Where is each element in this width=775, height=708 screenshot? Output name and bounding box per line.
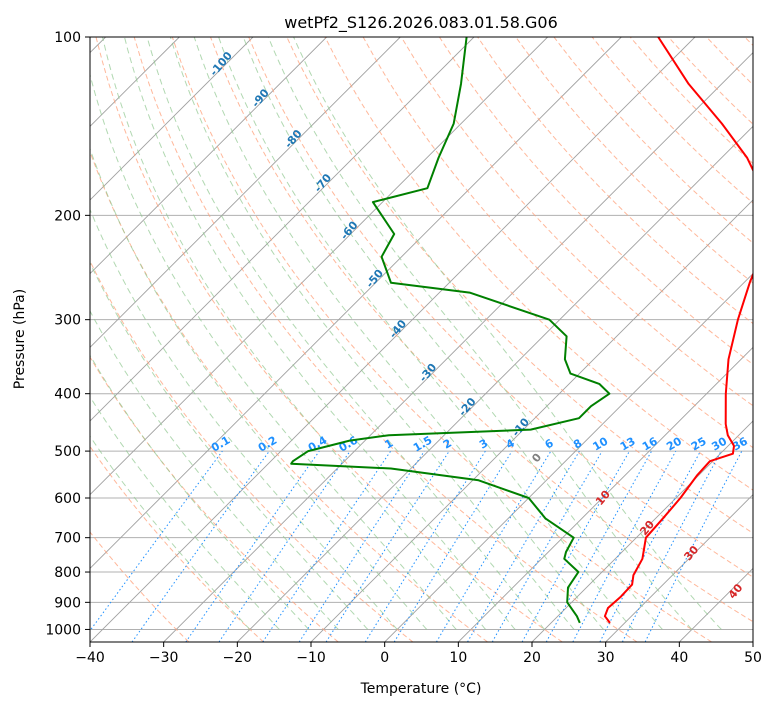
x-tick-label: 50 xyxy=(744,650,762,666)
dry-adiabat xyxy=(324,37,753,491)
y-tick-label: 200 xyxy=(54,208,81,224)
moist-adiabat xyxy=(90,354,310,630)
moist-adiabat xyxy=(90,147,428,630)
isotherm-line xyxy=(90,37,254,201)
x-tick-label: −40 xyxy=(75,650,105,666)
x-axis-label: Temperature (°C) xyxy=(360,681,482,697)
x-tick-label: 40 xyxy=(670,650,688,666)
dewpoint-profile-line xyxy=(290,37,611,624)
isotherm-line xyxy=(384,273,753,642)
y-tick-label: 500 xyxy=(54,444,81,460)
temperature-profile-line xyxy=(603,37,753,624)
dry-adiabat xyxy=(90,531,190,642)
y-tick-label: 1000 xyxy=(45,622,81,638)
mixing-ratio-line xyxy=(262,450,392,642)
dry-adiabat xyxy=(95,37,563,642)
isotherm-line xyxy=(90,37,401,348)
moist-adiabat xyxy=(169,37,575,630)
isotherm-line xyxy=(90,37,696,642)
mixing-ratio-line xyxy=(393,450,513,642)
moist-adiabats xyxy=(90,37,722,630)
x-tick-label: 0 xyxy=(380,650,389,666)
y-tick-label: 700 xyxy=(54,531,81,547)
chart-title: wetPf2_S126.2026.083.01.58.G06 xyxy=(284,13,558,33)
y-tick-label: 800 xyxy=(54,565,81,581)
isotherm-line xyxy=(458,346,753,642)
mixing-ratio-line xyxy=(644,450,743,642)
y-tick-label: 900 xyxy=(54,595,81,611)
isotherm-line xyxy=(605,494,753,642)
moist-adiabat xyxy=(90,395,280,630)
dry-adiabat xyxy=(400,37,753,407)
dry-adiabat xyxy=(438,37,753,366)
moist-adiabat xyxy=(102,37,486,630)
y-tick-label: 300 xyxy=(54,313,81,329)
x-tick-label: −20 xyxy=(223,650,253,666)
dry-adiabat xyxy=(133,37,638,642)
mixing-ratio-line xyxy=(90,450,223,632)
moist-adiabat xyxy=(293,37,722,630)
x-tick-label: −10 xyxy=(296,650,326,666)
x-tick-label: 10 xyxy=(449,650,467,666)
moist-adiabat xyxy=(124,37,516,630)
isotherm-line xyxy=(237,125,753,642)
isotherm-line xyxy=(90,37,475,422)
mixing-ratio-line xyxy=(545,450,653,642)
x-tick-label: 20 xyxy=(523,650,541,666)
mixing-ratio-line xyxy=(298,450,425,642)
moist-adiabat xyxy=(193,37,604,630)
mixing-ratio-line xyxy=(325,450,450,642)
dry-adiabat xyxy=(90,259,414,642)
moist-adiabat xyxy=(218,37,634,630)
mixing-ratio-line xyxy=(185,450,320,642)
isotherm-line xyxy=(90,37,622,569)
y-tick-label: 600 xyxy=(54,491,81,507)
mixing-ratio-lines xyxy=(90,450,743,642)
mixing-ratio-line xyxy=(218,450,351,642)
y-axis-label: Pressure (hPa) xyxy=(12,289,28,389)
x-axis-ticks: −40 −30 −20 −10 0 10 20 30 40 50 xyxy=(75,642,762,666)
dry-adiabat xyxy=(90,356,339,642)
moist-adiabat xyxy=(146,37,545,630)
moist-adiabat xyxy=(242,37,663,630)
isotherm-line xyxy=(90,37,327,275)
x-tick-label: 30 xyxy=(597,650,615,666)
x-tick-label: −30 xyxy=(149,650,179,666)
y-tick-label: 100 xyxy=(54,30,81,46)
dry-adiabat xyxy=(90,445,264,642)
mixing-ratio-line xyxy=(521,450,630,642)
dry-adiabat xyxy=(248,37,753,578)
y-tick-label: 400 xyxy=(54,387,81,403)
isotherm-line xyxy=(531,420,753,642)
plot-frame xyxy=(89,36,754,643)
plot-area: 0.1 0.2 0.4 0.6 1 1.5 2 3 4 6 8 10 13 16 20 25 30 36-100-… xyxy=(90,37,753,642)
dry-adiabat xyxy=(90,150,488,642)
mixing-ratio-line xyxy=(572,450,677,642)
isotherm-grid xyxy=(90,37,753,642)
moist-adiabat xyxy=(90,261,369,630)
dry-adiabat xyxy=(210,37,753,623)
isotherm-line xyxy=(163,52,753,642)
moist-adiabat xyxy=(90,435,251,630)
moist-adiabat xyxy=(90,72,457,630)
profile-series xyxy=(290,37,753,624)
y-axis-ticks: 100 200 300 400 500 600 700 800 900 1000 xyxy=(45,30,90,638)
moist-adiabat xyxy=(267,37,693,630)
mixing-ratio-line xyxy=(131,450,270,642)
